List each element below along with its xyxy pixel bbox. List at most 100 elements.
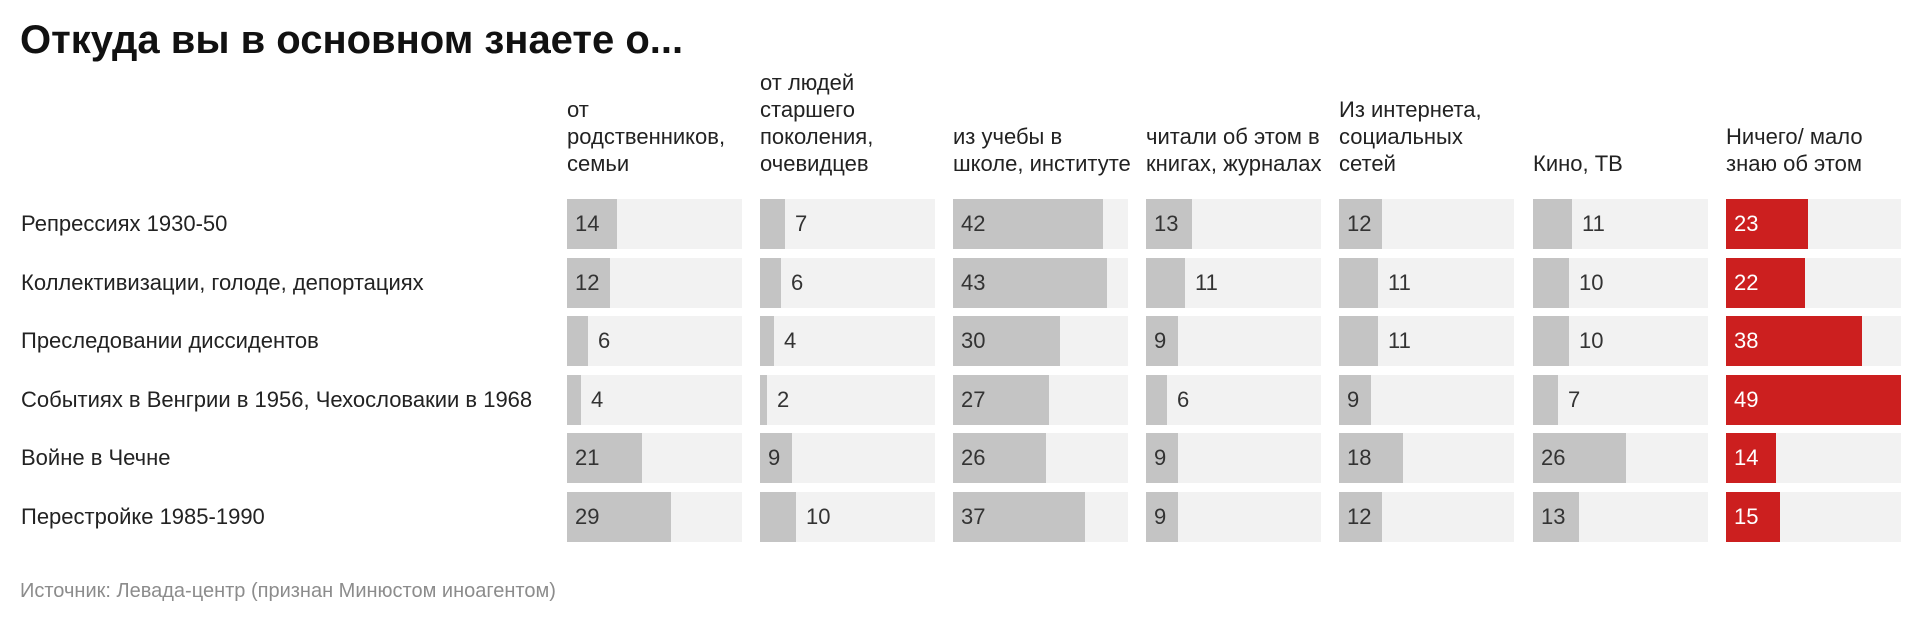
value-label: 9 xyxy=(1154,503,1167,529)
bar xyxy=(567,316,588,366)
accent-bar xyxy=(1726,374,1901,425)
column-header-5: Из интернета, социальных сетей xyxy=(1339,97,1482,176)
column-header-2: от людей старшего поколения, очевидцев xyxy=(760,70,874,176)
cell: 9 xyxy=(1146,316,1321,366)
cell: 29 xyxy=(567,491,742,542)
cell: 23 xyxy=(1726,199,1901,249)
value-label: 27 xyxy=(961,386,986,412)
value-label: 14 xyxy=(1734,445,1759,470)
value-label: 10 xyxy=(1579,328,1604,353)
cell: 11 xyxy=(1146,257,1321,308)
value-label: 11 xyxy=(1195,269,1218,295)
value-label: 29 xyxy=(575,503,600,529)
bar xyxy=(760,199,785,249)
cell: 9 xyxy=(1146,433,1321,483)
cell: 10 xyxy=(1533,257,1708,308)
cell: 12 xyxy=(1339,491,1514,542)
row-label-5: Войне в Чечне xyxy=(21,445,171,470)
column-header-4: читали об этом в книгах, журналах xyxy=(1146,124,1322,176)
cell: 14 xyxy=(567,199,742,249)
value-label: 9 xyxy=(1347,386,1360,412)
cell: 26 xyxy=(953,433,1128,483)
bar xyxy=(1533,257,1569,308)
accent-bar xyxy=(1726,433,1776,483)
value-label: 6 xyxy=(1177,386,1190,412)
column-header-7: Ничего/ мало знаю об этом xyxy=(1726,124,1863,176)
bar xyxy=(1146,491,1178,542)
cell: 22 xyxy=(1726,257,1901,308)
bar xyxy=(760,374,767,425)
cell: 4 xyxy=(760,316,935,366)
value-label: 42 xyxy=(961,211,986,236)
value-label: 2 xyxy=(777,386,790,412)
value-label: 10 xyxy=(806,503,831,529)
value-label: 4 xyxy=(784,328,797,353)
value-label: 13 xyxy=(1541,503,1566,529)
value-label: 6 xyxy=(598,328,611,353)
value-label: 18 xyxy=(1347,445,1372,470)
value-label: 9 xyxy=(1154,328,1167,353)
cell: 6 xyxy=(1146,374,1321,425)
bar xyxy=(567,433,642,483)
value-label: 38 xyxy=(1734,328,1759,353)
cell: 12 xyxy=(1339,199,1514,249)
cell: 11 xyxy=(1533,199,1708,249)
bar xyxy=(1146,257,1185,308)
bar xyxy=(567,199,617,249)
cell: 7 xyxy=(760,199,935,249)
bar xyxy=(1339,491,1382,542)
cell: 10 xyxy=(1533,316,1708,366)
value-label: 9 xyxy=(768,445,781,470)
row-label-2: Коллективизации, голоде, депортациях xyxy=(21,269,424,295)
bar xyxy=(1533,491,1579,542)
cell: 7 xyxy=(1533,374,1708,425)
value-label: 14 xyxy=(575,211,600,236)
cell: 26 xyxy=(1533,433,1708,483)
value-label: 11 xyxy=(1582,211,1605,236)
bar xyxy=(953,199,1103,249)
chart-title: Откуда вы в основном знаете о... xyxy=(20,18,684,62)
bar xyxy=(1533,199,1572,249)
value-label: 49 xyxy=(1734,386,1759,412)
cell: 18 xyxy=(1339,433,1514,483)
cell: 2 xyxy=(760,374,935,425)
cell: 11 xyxy=(1339,316,1514,366)
value-label: 12 xyxy=(1347,211,1372,236)
bar xyxy=(1146,433,1178,483)
bar xyxy=(1339,316,1378,366)
value-label: 22 xyxy=(1734,269,1759,295)
cell: 27 xyxy=(953,374,1128,425)
bar xyxy=(760,433,792,483)
cell: 15 xyxy=(1726,491,1901,542)
bar xyxy=(1533,433,1626,483)
value-label: 21 xyxy=(575,445,600,470)
value-label: 11 xyxy=(1388,269,1411,295)
bar xyxy=(953,491,1085,542)
accent-bar xyxy=(1726,199,1808,249)
bar xyxy=(1146,316,1178,366)
row-label-1: Репрессиях 1930-50 xyxy=(21,211,228,236)
cell: 42 xyxy=(953,199,1128,249)
cell: 13 xyxy=(1146,199,1321,249)
bar xyxy=(1339,374,1371,425)
value-label: 12 xyxy=(1347,503,1372,529)
bar xyxy=(567,257,610,308)
cell: 9 xyxy=(1146,491,1321,542)
cell: 49 xyxy=(1726,374,1901,425)
value-label: 26 xyxy=(961,445,986,470)
value-label: 37 xyxy=(961,503,986,529)
cell: 6 xyxy=(567,316,742,366)
value-label: 9 xyxy=(1154,445,1167,470)
cell: 11 xyxy=(1339,257,1514,308)
bar xyxy=(953,257,1107,308)
value-label: 7 xyxy=(1568,386,1581,412)
column-header-1: от родственников, семьи xyxy=(567,97,726,176)
row-label-3: Преследовании диссидентов xyxy=(21,328,319,353)
bar xyxy=(1146,374,1167,425)
accent-bar xyxy=(1726,491,1780,542)
value-label: 30 xyxy=(961,328,986,353)
value-label: 6 xyxy=(791,269,804,295)
bar xyxy=(1339,257,1378,308)
value-label: 4 xyxy=(591,386,604,412)
bar xyxy=(760,257,781,308)
